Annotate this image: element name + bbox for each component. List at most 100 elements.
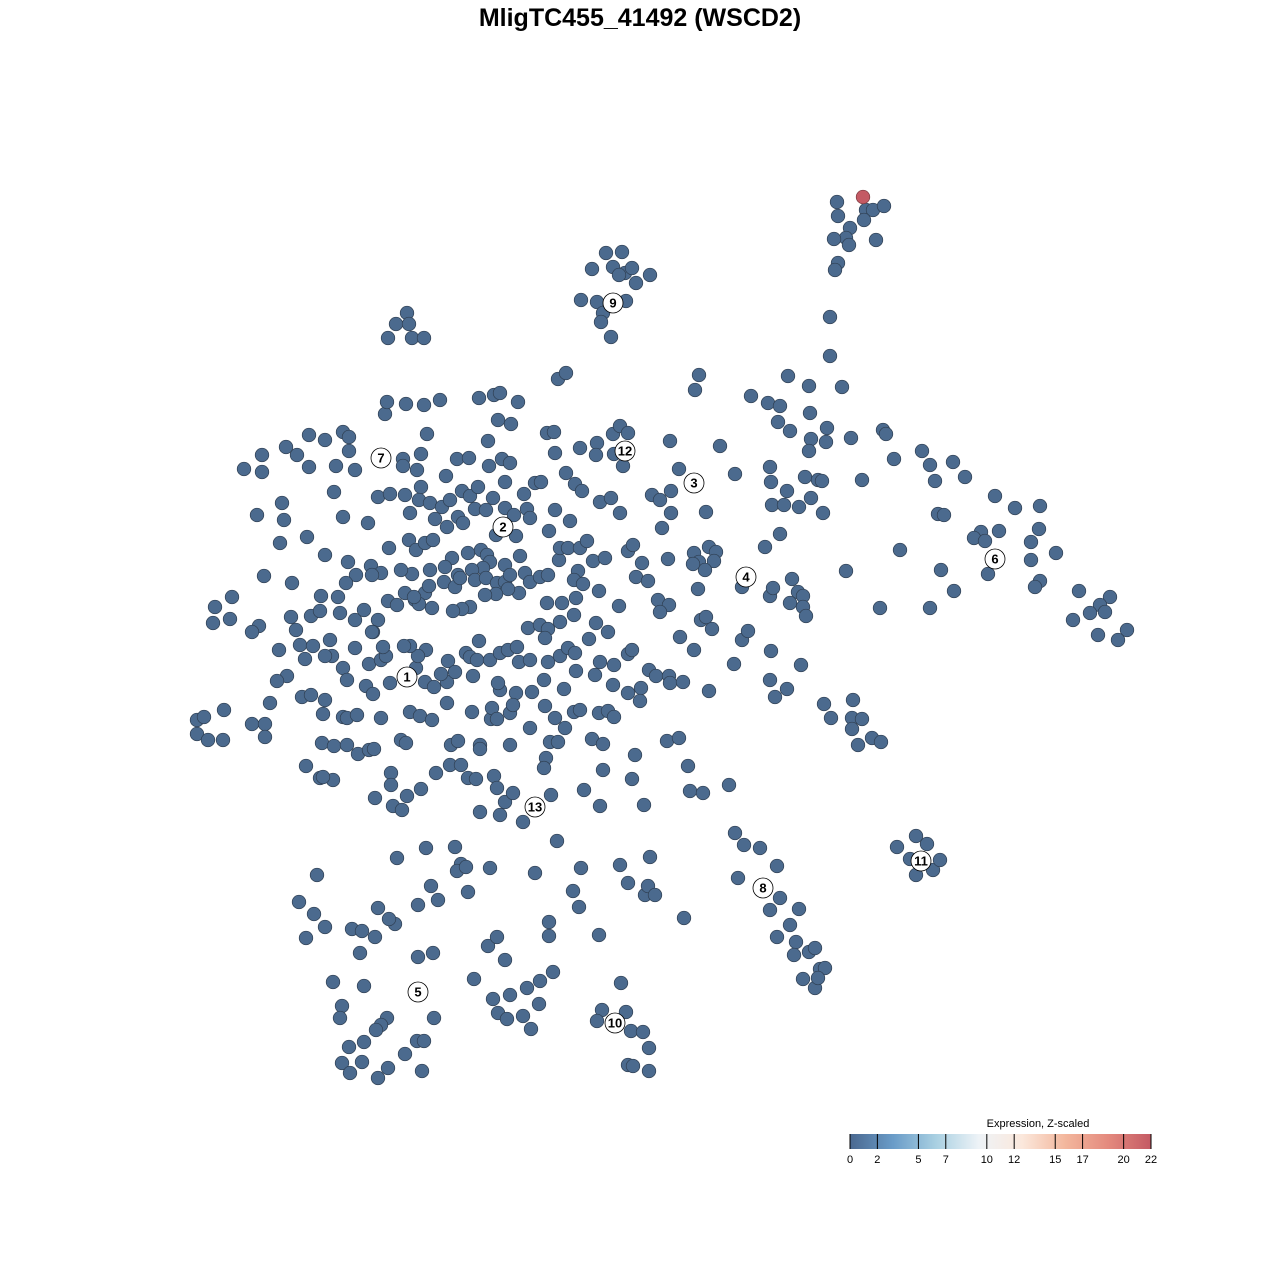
cluster-label: 13 [524,796,546,818]
cluster-label-text: 11 [914,854,928,869]
cell-point [620,685,636,701]
cell-point [690,581,706,597]
cell-point [497,474,513,490]
cell-point [367,790,383,806]
cell-point [349,707,365,723]
cell-point [834,379,850,395]
cell-point [482,652,498,668]
cell-point [593,314,609,330]
cell-point [325,974,341,990]
cell-point [440,653,456,669]
cell-point [780,368,796,384]
cell-point [539,595,555,611]
cell-point [1065,612,1081,628]
cell-point [461,450,477,466]
cell-point [272,535,288,551]
cell-point [1082,605,1098,621]
cell-point [257,729,273,745]
cell-point [712,438,728,454]
cell-point [383,777,399,793]
cell-point [341,429,357,445]
cell-point [922,457,938,473]
cell-point [765,580,781,596]
cell-point [485,991,501,1007]
cell-point [727,825,743,841]
cell-point [486,768,502,784]
cell-point [572,440,588,456]
cell-point [914,443,930,459]
cell-point [370,1070,386,1086]
cell-point [575,576,591,592]
cell-point [305,638,321,654]
cell-point [581,631,597,647]
cell-point [1031,521,1047,537]
cell-point [550,734,566,750]
cluster-label: 12 [614,440,636,462]
cell-point [465,668,481,684]
legend-tick-label: 2 [874,1154,880,1166]
cell-point [558,365,574,381]
cell-point [309,867,325,883]
cell-point [706,553,722,569]
cell-point [615,458,631,474]
cell-point [522,510,538,526]
cell-point [449,451,465,467]
cell-point [830,208,846,224]
cell-point [445,603,461,619]
cell-point [354,1054,370,1070]
cell-point [338,575,354,591]
legend-colorbar [850,1134,1151,1149]
cell-point [317,547,333,563]
cell-point [339,737,355,753]
cell-point [815,505,831,521]
cell-point [579,533,595,549]
cell-point [537,630,553,646]
cell-point [215,732,231,748]
cell-point [332,605,348,621]
cell-point [572,702,588,718]
cell-point [410,949,426,965]
cell-point [490,675,506,691]
cell-point [600,624,616,640]
cell-point [632,693,648,709]
cell-point [886,451,902,467]
cell-point [244,624,260,640]
cell-point [762,902,778,918]
cell-point [365,686,381,702]
cell-point [764,497,780,513]
cell-point [375,639,391,655]
cell-point [571,899,587,915]
cell-point [364,624,380,640]
cell-point [682,783,698,799]
legend-tick-label: 5 [915,1154,921,1166]
cell-point [364,567,380,583]
cell-point [576,782,592,798]
cell-point [620,425,636,441]
cell-point [399,788,415,804]
cell-point [516,486,532,502]
cell-point [312,603,328,619]
cell-point [469,652,485,668]
cell-point [453,757,469,773]
cell-point [340,554,356,570]
cell-point [801,378,817,394]
cell-point [854,472,870,488]
cell-point [730,870,746,886]
cell-point [686,642,702,658]
cell-point [591,927,607,943]
cell-point [480,433,496,449]
cell-point [471,390,487,406]
cell-point [628,275,644,291]
cell-point [425,532,441,548]
cell-point [276,512,292,528]
cluster-label-text: 12 [618,444,632,459]
cell-point [348,567,364,583]
cell-point [606,657,622,673]
cell-point [303,687,319,703]
cell-point [370,489,386,505]
legend-tick-label: 17 [1076,1154,1088,1166]
cell-point [623,1023,639,1039]
cell-point [927,473,943,489]
cluster-label: 1 [396,666,418,688]
cell-point [317,432,333,448]
